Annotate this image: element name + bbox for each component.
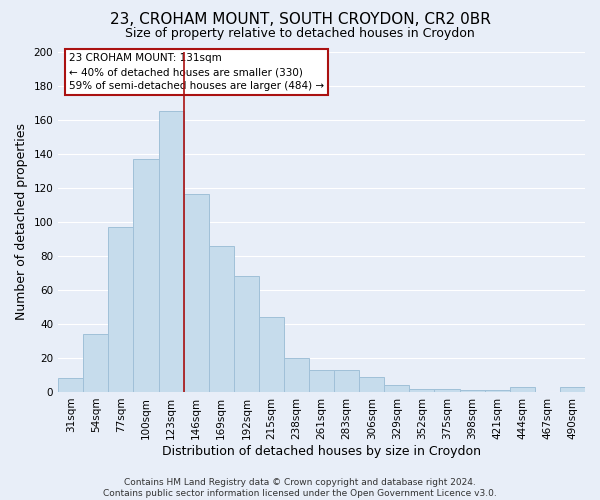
- Bar: [385, 385, 409, 392]
- Bar: [83, 334, 109, 392]
- Bar: [184, 194, 209, 392]
- Bar: [158, 111, 184, 392]
- Text: 23, CROHAM MOUNT, SOUTH CROYDON, CR2 0BR: 23, CROHAM MOUNT, SOUTH CROYDON, CR2 0BR: [110, 12, 490, 28]
- X-axis label: Distribution of detached houses by size in Croydon: Distribution of detached houses by size …: [162, 444, 481, 458]
- Bar: [560, 387, 585, 392]
- Text: 23 CROHAM MOUNT: 131sqm
← 40% of detached houses are smaller (330)
59% of semi-d: 23 CROHAM MOUNT: 131sqm ← 40% of detache…: [69, 53, 324, 91]
- Bar: [409, 388, 434, 392]
- Bar: [209, 246, 234, 392]
- Bar: [434, 388, 460, 392]
- Bar: [485, 390, 510, 392]
- Text: Size of property relative to detached houses in Croydon: Size of property relative to detached ho…: [125, 28, 475, 40]
- Bar: [109, 227, 133, 392]
- Bar: [460, 390, 485, 392]
- Bar: [58, 378, 83, 392]
- Bar: [133, 158, 158, 392]
- Y-axis label: Number of detached properties: Number of detached properties: [15, 123, 28, 320]
- Bar: [284, 358, 309, 392]
- Bar: [309, 370, 334, 392]
- Bar: [334, 370, 359, 392]
- Text: Contains HM Land Registry data © Crown copyright and database right 2024.
Contai: Contains HM Land Registry data © Crown c…: [103, 478, 497, 498]
- Bar: [510, 387, 535, 392]
- Bar: [359, 376, 385, 392]
- Bar: [259, 317, 284, 392]
- Bar: [234, 276, 259, 392]
